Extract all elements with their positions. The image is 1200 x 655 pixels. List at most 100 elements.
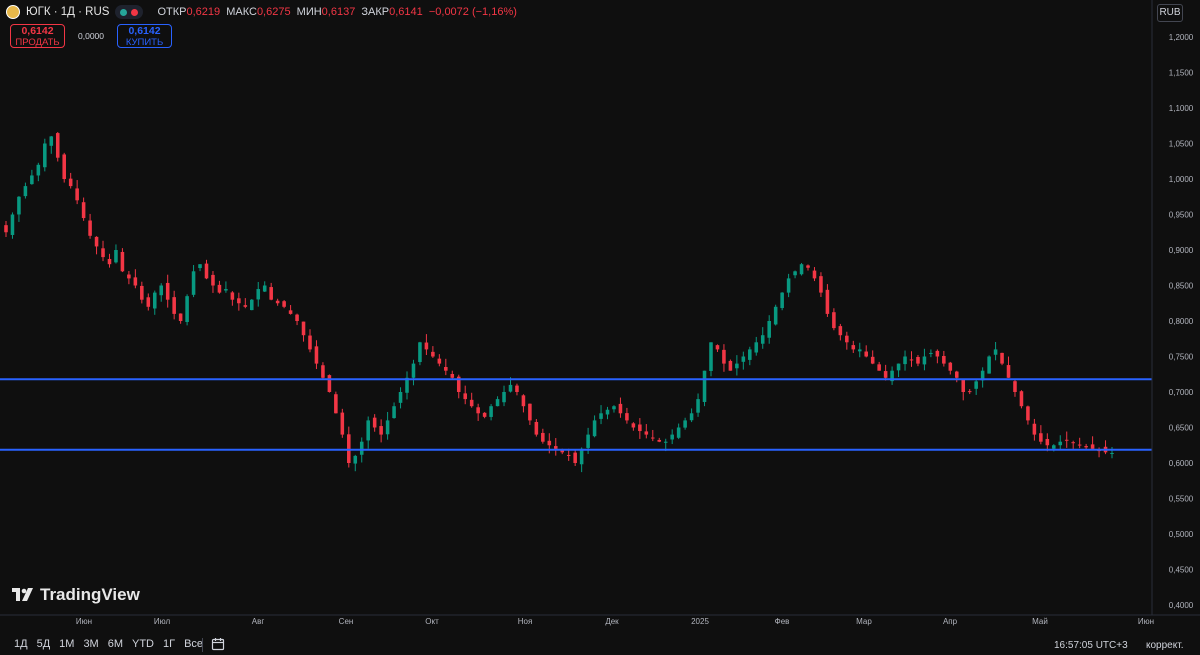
- low-label: МИН: [296, 6, 322, 18]
- price-axis: 1,2000 1,1500 1,1000 1,0500 1,0000 0,9500 0,90…: [1151, 0, 1200, 634]
- range-button[interactable]: 1Д: [14, 638, 28, 650]
- sell-button[interactable]: 0,6142 ПРОДАТЬ: [10, 24, 65, 48]
- candles: [4, 132, 1114, 473]
- candle-body: [172, 297, 176, 314]
- candle-body: [773, 306, 778, 325]
- candle-body: [418, 342, 422, 363]
- candle-body: [204, 263, 209, 279]
- candle-body: [870, 356, 875, 364]
- candle-body: [754, 342, 759, 353]
- buy-button[interactable]: 0,6142 КУПИТЬ: [117, 24, 172, 48]
- range-button[interactable]: 3М: [83, 638, 99, 650]
- open-label: ОТКР: [157, 6, 187, 18]
- candle-body: [405, 377, 409, 393]
- candle-body: [877, 364, 881, 371]
- close-value: 0,6141: [389, 6, 423, 18]
- candle-body: [1032, 423, 1037, 435]
- x-tick-label: Сен: [339, 617, 354, 626]
- candle-body: [392, 406, 396, 419]
- x-tick-label: 2025: [691, 617, 709, 626]
- candle-body: [191, 271, 196, 295]
- candle-body: [140, 285, 144, 300]
- candle-body: [954, 371, 959, 378]
- y-tick-label: 0,9500: [1169, 211, 1194, 220]
- y-tick-label: 1,1500: [1169, 69, 1194, 78]
- x-tick-label: Авг: [252, 617, 265, 626]
- y-tick-label: 1,1000: [1169, 104, 1194, 113]
- candle-body: [94, 236, 99, 247]
- candle-body: [709, 342, 713, 371]
- candle-body: [638, 424, 642, 432]
- candle-body: [806, 265, 810, 268]
- clock[interactable]: 16:57:05 UTC+3: [1054, 640, 1128, 651]
- candle-body: [793, 271, 797, 276]
- candle-body: [476, 407, 480, 414]
- candle-body: [431, 351, 435, 357]
- y-tick-label: 0,8000: [1169, 317, 1194, 326]
- x-tick-label: Мар: [856, 617, 872, 626]
- y-tick-label: 1,0000: [1169, 175, 1194, 184]
- candle-body: [883, 371, 888, 378]
- range-button[interactable]: Все: [184, 638, 204, 650]
- y-tick-label: 0,7000: [1169, 388, 1194, 397]
- high-value: 0,6275: [256, 6, 291, 18]
- candle-body: [295, 314, 299, 321]
- candle-body: [101, 248, 105, 258]
- x-tick-label: Фев: [775, 617, 790, 626]
- symbol-title[interactable]: ЮГК · 1Д · RUS: [26, 6, 110, 18]
- candle-body: [366, 420, 370, 441]
- candle-body: [482, 412, 487, 417]
- y-tick-label: 0,4000: [1169, 601, 1194, 610]
- range-button[interactable]: 1Г: [163, 638, 176, 650]
- market-status-pill[interactable]: [115, 5, 144, 19]
- tradingview-logo-icon: [12, 588, 33, 601]
- price-chart[interactable]: 0,71790,61870,614106:52:54 1,20001,15001…: [0, 0, 1200, 634]
- candle-body: [120, 251, 125, 272]
- candle-body: [321, 365, 325, 378]
- candle-body: [68, 178, 73, 187]
- candle-body: [612, 406, 616, 410]
- candle-body: [942, 355, 946, 364]
- candle-body: [495, 399, 500, 407]
- range-button[interactable]: 5Д: [36, 638, 51, 650]
- y-tick-label: 0,6000: [1169, 459, 1194, 468]
- candle-body: [586, 434, 590, 448]
- candle-body: [185, 296, 189, 323]
- time-axis: Июн Июл Авг Сен Окт Ноя Дек 2025 Фев Мар Апр Май Июн: [0, 614, 1200, 626]
- symbol-header: ЮГК · 1Д · RUS ОТКР0,6219 МАКС0,6275 МИН…: [6, 4, 520, 20]
- candle-body: [560, 449, 565, 453]
- candle-body: [903, 356, 907, 365]
- y-tick-label: 0,9000: [1169, 246, 1194, 255]
- candle-body: [444, 366, 448, 371]
- candle-body: [30, 175, 34, 185]
- x-tick-label: Май: [1032, 617, 1048, 626]
- candle-body: [1084, 446, 1088, 448]
- range-button[interactable]: 6М: [107, 638, 123, 650]
- adjustment-toggle[interactable]: коррект.: [1146, 640, 1184, 651]
- currency-selector[interactable]: RUB: [1157, 4, 1183, 22]
- candle-body: [799, 264, 804, 275]
- candle-body: [857, 349, 862, 352]
- candle-body: [133, 277, 138, 286]
- candle-body: [327, 375, 332, 392]
- candle-body: [1006, 365, 1011, 378]
- candle-body: [812, 270, 817, 279]
- candle-body: [211, 274, 215, 286]
- range-button[interactable]: YTD: [132, 638, 154, 650]
- candle-body: [553, 446, 558, 449]
- range-button[interactable]: 1М: [59, 638, 75, 650]
- low-value: 0,6137: [321, 6, 356, 18]
- candle-body: [676, 427, 681, 438]
- y-tick-label: 0,6500: [1169, 424, 1194, 433]
- calendar-icon[interactable]: [211, 637, 225, 651]
- candle-body: [651, 437, 655, 439]
- tradingview-logo[interactable]: TradingView: [12, 585, 140, 605]
- candle-body: [424, 342, 429, 350]
- y-tick-label: 0,7500: [1169, 353, 1194, 362]
- buy-price: 0,6142: [128, 25, 161, 37]
- candle-body: [1077, 444, 1082, 446]
- candle-body: [469, 399, 474, 407]
- candle-body: [308, 335, 312, 350]
- candle-body: [127, 274, 131, 279]
- x-tick-label: Ноя: [518, 617, 533, 626]
